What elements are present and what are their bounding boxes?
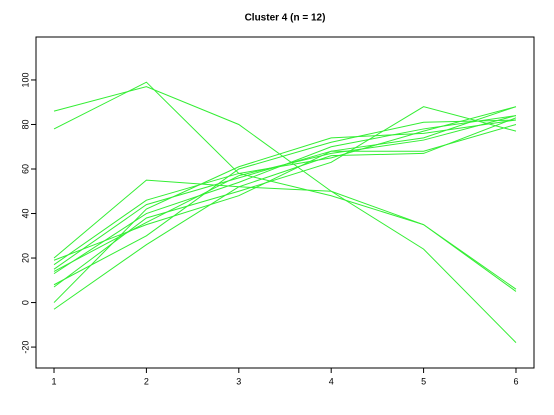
series-line — [53, 115, 517, 272]
x-tick-label: 4 — [329, 376, 334, 386]
x-tick-label: 1 — [52, 376, 57, 386]
series-line — [53, 81, 517, 292]
series-line — [53, 115, 517, 275]
y-tick-label: 100 — [20, 72, 30, 87]
y-tick-label: 60 — [20, 164, 30, 174]
x-tick-label: 6 — [513, 376, 518, 386]
series-line — [53, 106, 517, 288]
y-tick-label: 0 — [20, 300, 30, 305]
series-line — [53, 117, 517, 310]
series-line — [53, 179, 517, 290]
plot-box — [35, 36, 535, 369]
series-line — [53, 123, 517, 261]
y-tick-label: 20 — [20, 253, 30, 263]
y-tick-label: 40 — [20, 209, 30, 219]
x-tick-label: 2 — [144, 376, 149, 386]
series-line — [53, 119, 516, 286]
series-line — [53, 86, 517, 343]
series-line — [53, 106, 517, 270]
x-tick-label: 3 — [236, 376, 241, 386]
chart-title: Cluster 4 (n = 12) — [245, 13, 326, 24]
y-tick-label: 80 — [20, 119, 30, 129]
y-tick-label: -20 — [20, 341, 30, 354]
series-line — [53, 119, 517, 303]
x-tick-label: 5 — [421, 376, 426, 386]
